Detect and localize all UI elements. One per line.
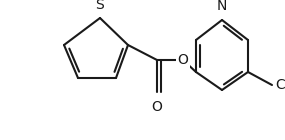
Text: S: S	[96, 0, 104, 12]
Text: Cl: Cl	[275, 78, 285, 92]
Text: O: O	[152, 100, 162, 114]
Text: O: O	[178, 53, 188, 67]
Text: N: N	[217, 0, 227, 13]
